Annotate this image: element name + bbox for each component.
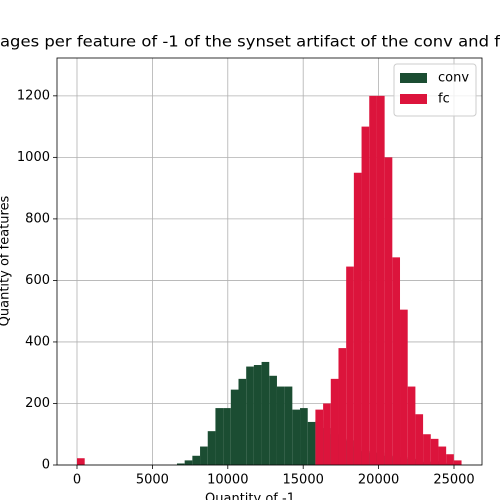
legend-swatch: [400, 94, 427, 104]
bar: [207, 431, 216, 465]
bar: [76, 458, 85, 465]
bar: [453, 460, 462, 465]
x-tick-label: 20000: [358, 473, 399, 488]
bar: [230, 389, 239, 465]
bar: [430, 438, 439, 465]
bar: [292, 409, 301, 465]
bar: [376, 95, 385, 466]
y-tick-label: 400: [25, 334, 50, 349]
legend-swatch: [400, 73, 427, 83]
bar: [223, 408, 231, 465]
bar: [353, 172, 362, 465]
x-tick-label: 5000: [136, 473, 169, 488]
bar: [407, 386, 416, 465]
bar: [284, 386, 293, 465]
bar: [323, 403, 331, 465]
bar: [446, 454, 454, 465]
y-tick-label: 1200: [17, 88, 50, 103]
legend-label: fc: [438, 92, 450, 107]
x-tick-label: 25000: [433, 473, 474, 488]
bar: [246, 366, 254, 465]
bar: [423, 434, 431, 465]
bar: [361, 126, 370, 465]
bar: [392, 257, 401, 465]
bar: [276, 386, 285, 465]
y-tick-label: 200: [25, 396, 50, 411]
bar: [176, 463, 185, 465]
bar: [369, 95, 377, 466]
x-tick-label: 0: [73, 473, 81, 488]
bar: [315, 409, 324, 465]
bar: [400, 309, 408, 465]
bar: [184, 460, 193, 465]
legend-label: conv: [438, 71, 469, 86]
legend: conv fc: [393, 63, 477, 117]
bar: [384, 157, 393, 465]
bar: [192, 455, 201, 465]
x-tick-label: 15000: [283, 473, 324, 488]
bar: [261, 361, 270, 465]
bar: [253, 365, 262, 465]
bar: [330, 378, 339, 465]
bar: [238, 378, 247, 465]
y-axis-label: Quantity of features: [0, 195, 13, 326]
plot-frame: [56, 57, 483, 466]
bar: [215, 408, 224, 465]
bar: [200, 446, 208, 465]
chart-title: ages per feature of -1 of the synset art…: [0, 33, 500, 51]
y-tick-label: 600: [25, 273, 50, 288]
bar: [438, 446, 447, 465]
bar: [338, 348, 347, 465]
bar: [346, 266, 354, 465]
bar: [415, 414, 424, 465]
x-tick-label: 10000: [207, 473, 248, 488]
y-tick-label: 1000: [17, 150, 50, 165]
bar: [307, 421, 316, 465]
y-tick-label: 0: [42, 458, 50, 473]
x-axis-label: Quantity of -1: [205, 492, 295, 500]
y-tick-label: 800: [25, 211, 50, 226]
bar: [269, 375, 277, 465]
bar: [300, 408, 308, 465]
